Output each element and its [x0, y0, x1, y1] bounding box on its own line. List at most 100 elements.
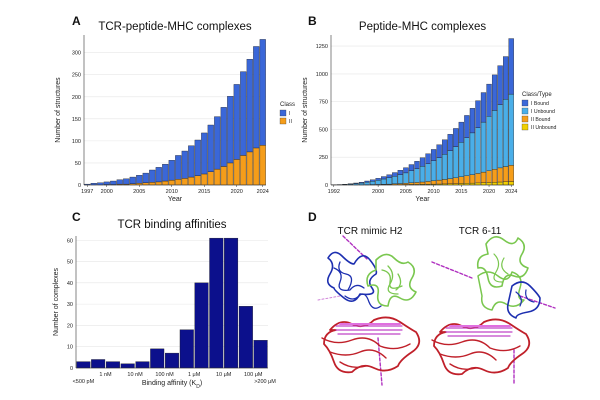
- bar-i: [129, 176, 136, 184]
- structure-label-right: TCR 6-11: [459, 226, 502, 237]
- x-axis-label: Year: [168, 196, 183, 203]
- bar-i: [103, 181, 110, 185]
- bar-i: [175, 155, 182, 180]
- bar-i-bound: [408, 164, 415, 171]
- bar-i: [142, 172, 149, 183]
- x-tick-label: 2010: [166, 189, 178, 195]
- bar-i: [207, 124, 214, 172]
- bar-i: [194, 139, 201, 176]
- y-tick-label: 500: [319, 127, 328, 133]
- x-tick-label: 1997: [81, 189, 93, 195]
- bar-i-bound: [358, 182, 365, 184]
- x-tick-label: 2005: [133, 189, 145, 195]
- legend-swatch: [521, 107, 529, 115]
- bar-i: [162, 164, 169, 182]
- bar-i: [240, 71, 247, 156]
- x-tick-label: 2010: [427, 189, 439, 195]
- y-tick-label: 50: [75, 161, 81, 167]
- chart-title: TCR binding affinities: [117, 219, 226, 231]
- chart-title: TCR-peptide-MHC complexes: [98, 21, 252, 33]
- bar-i: [214, 116, 221, 170]
- bar-i-bound: [503, 56, 509, 100]
- bar-i-bound: [419, 157, 426, 167]
- bar-i: [220, 107, 227, 167]
- x-tick-label: 100 nM: [155, 372, 174, 378]
- y-tick-label: 50: [67, 260, 73, 266]
- bar-i-bound: [369, 179, 376, 182]
- x-tick-label: 1 nM: [99, 372, 112, 378]
- bar-i-bound: [480, 92, 487, 123]
- legend-entry: I: [289, 111, 290, 117]
- bar-i-bound: [414, 161, 420, 169]
- legend-swatch: [521, 123, 529, 131]
- bar-i: [123, 178, 130, 185]
- y-axis-label: Number of structures: [55, 77, 62, 143]
- bar-i-bound: [497, 65, 503, 105]
- x-tick-label: 10 nM: [127, 372, 143, 378]
- bar-i-bound: [491, 74, 498, 111]
- bar-i: [246, 59, 253, 153]
- bar-i-bound: [392, 172, 398, 177]
- bar-i-bound: [353, 182, 359, 184]
- structure-right: [431, 236, 556, 386]
- structure-label-left: TCR mimic H2: [338, 226, 403, 237]
- x-tick-label: 2005: [400, 189, 412, 195]
- x-tick-label: 100 μM: [244, 372, 263, 378]
- y-tick-label: 200: [72, 95, 81, 101]
- x-axis-label: Binding affinity (KD): [142, 380, 202, 390]
- y-tick-label: 1250: [316, 44, 328, 50]
- y-tick-label: 30: [67, 302, 73, 308]
- chart-title: Peptide-MHC complexes: [359, 21, 486, 33]
- bar-i: [155, 167, 162, 183]
- legend-entry: II Unbound: [531, 125, 556, 131]
- bar-i-bound: [375, 178, 381, 181]
- y-tick-label: 10: [67, 345, 73, 351]
- legend-swatch: [279, 109, 287, 117]
- y-tick-label: 60: [67, 238, 73, 244]
- y-tick-label: 0: [70, 366, 73, 372]
- bar-i-bound: [453, 128, 459, 147]
- legend-entry: I Bound: [531, 101, 549, 107]
- y-tick-label: 20: [67, 323, 73, 329]
- x-tick-label: 2015: [198, 189, 210, 195]
- y-tick-label: 150: [72, 117, 81, 123]
- bar-i: [116, 179, 123, 185]
- legend-title: Class/Type: [522, 92, 552, 98]
- x-tick-label: 1 μM: [188, 372, 201, 378]
- y-tick-label: 100: [72, 139, 81, 145]
- bar-i-bound: [486, 83, 492, 117]
- y-tick-label: 250: [319, 155, 328, 161]
- panel-letter-b: B: [308, 14, 317, 28]
- bar-i-bound: [442, 139, 448, 155]
- x-tick-label: <500 pM: [73, 379, 95, 385]
- y-axis-label: Number of structures: [302, 77, 309, 143]
- bar-i-bound: [475, 100, 481, 128]
- legend-title: Class: [280, 102, 295, 108]
- bar-i: [168, 160, 175, 181]
- bar-i-bound: [386, 174, 392, 178]
- bar-i: [136, 175, 143, 184]
- x-tick-label: 2015: [455, 189, 467, 195]
- legend-entry: II: [289, 119, 292, 125]
- x-axis-label: Year: [415, 196, 430, 203]
- x-tick-label: 2000: [372, 189, 384, 195]
- y-tick-label: 0: [325, 183, 328, 189]
- y-tick-label: 250: [72, 73, 81, 79]
- bar-i: [188, 145, 195, 178]
- legend-swatch: [521, 99, 529, 107]
- y-tick-label: 40: [67, 281, 73, 287]
- y-tick-label: 1000: [316, 72, 328, 78]
- legend-swatch: [279, 117, 287, 125]
- legend-entry: II Bound: [531, 117, 550, 123]
- x-tick-label: 10 μM: [216, 372, 232, 378]
- bar-i: [201, 132, 208, 175]
- x-tick-label: 2024: [257, 189, 269, 195]
- y-tick-label: 300: [72, 51, 81, 57]
- bar-i-bound: [447, 134, 453, 151]
- x-tick-label: 2024: [505, 189, 517, 195]
- bar-i-bound: [436, 144, 442, 158]
- bar-i-bound: [381, 176, 387, 180]
